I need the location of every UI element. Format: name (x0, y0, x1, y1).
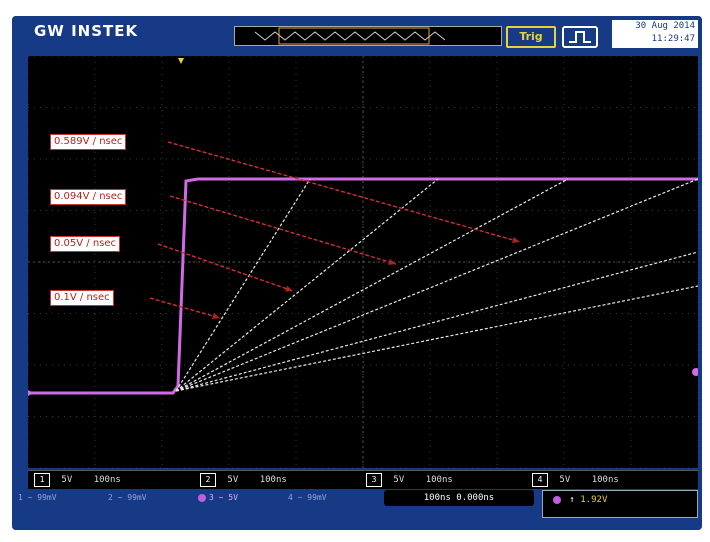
measure-item-3: 3 ~ 5V (198, 492, 238, 504)
measure-item-1: 1 ~ 99mV (18, 493, 57, 502)
trigger-status-badge: Trig (506, 26, 556, 48)
annotation-arrow (167, 141, 521, 243)
slope-line (175, 285, 698, 392)
channel-2-number: 2 (200, 473, 216, 487)
trigger-level-marker (692, 368, 698, 376)
channel-info-row: 1 5V 100ns 2 5V 100ns 3 5V 100ns 4 5V 10… (28, 470, 698, 489)
channel-3-scale: 5V (393, 475, 405, 485)
channel-dot-icon (198, 493, 206, 502)
scope-screen: GW INSTEK Trig 30 Aug 2014 11:29:47 (12, 16, 702, 530)
slope-annotation-4: 0.1V / nsec (50, 290, 114, 306)
annotation-arrowhead (512, 236, 520, 243)
channel-2-scale: 5V (227, 475, 239, 485)
slope-annotation-1: 0.589V / nsec (50, 134, 127, 150)
date-label: 30 Aug 2014 (635, 21, 695, 31)
channel-4-timebase: 100ns (591, 475, 619, 485)
channel-1-scale: 5V (61, 475, 73, 485)
channel-1-number: 1 (34, 473, 50, 487)
channel-2-timebase: 100ns (259, 475, 287, 485)
channel-3-info[interactable]: 3 5V 100ns (366, 473, 453, 487)
trigger-level-value: 1.92V (580, 495, 608, 505)
rising-edge-icon: ↑ (569, 495, 575, 505)
annotation-arrowhead (285, 285, 293, 292)
slope-line (175, 178, 698, 392)
top-status-bar: GW INSTEK Trig 30 Aug 2014 11:29:47 (12, 16, 702, 54)
slope-line (175, 251, 698, 392)
channel-3-number: 3 (366, 473, 382, 487)
horizontal-timebase[interactable]: 100ns 0.000ns (384, 490, 534, 506)
waveform-preview-icon (254, 27, 446, 45)
brand-logo: GW INSTEK (34, 22, 139, 40)
rising-edge-trigger-icon (562, 26, 598, 48)
channel-4-number: 4 (532, 473, 548, 487)
record-window-indicator (234, 26, 502, 46)
channel-4-scale: 5V (559, 475, 571, 485)
channel-4-info[interactable]: 4 5V 100ns (532, 473, 619, 487)
annotation-arrow (169, 195, 397, 265)
annotation-arrow (157, 243, 294, 292)
slope-annotation-2: 0.094V / nsec (50, 189, 127, 205)
waveform-display[interactable]: 0.589V / nsec 0.094V / nsec 0.05V / nsec… (28, 56, 698, 468)
trigger-position-marker (178, 58, 184, 64)
date-time-display: 30 Aug 2014 11:29:47 (612, 20, 698, 48)
measure-item-4: 4 ~ 99mV (288, 493, 327, 502)
slope-annotation-3: 0.05V / nsec (50, 236, 121, 252)
measure-item-3-text: 3 ~ 5V (209, 493, 238, 502)
bottom-status-row: 1 ~ 99mV 2 ~ 99mV 3 ~ 5V 4 ~ 99mV 100ns … (12, 490, 702, 530)
annotation-arrowhead (212, 312, 220, 319)
waveform-graticule (28, 56, 698, 468)
channel-1-timebase: 100ns (93, 475, 121, 485)
annotation-arrowhead (388, 258, 396, 265)
measure-item-2: 2 ~ 99mV (108, 493, 147, 502)
slope-line (175, 178, 311, 392)
trigger-info-box[interactable]: ↑ 1.92V (542, 490, 698, 518)
annotation-arrow (149, 297, 221, 319)
waveform-trace (28, 177, 698, 395)
slope-line (175, 178, 569, 392)
channel-2-info[interactable]: 2 5V 100ns (200, 473, 287, 487)
trigger-source-dot-icon (553, 495, 561, 504)
time-label: 11:29:47 (651, 34, 695, 44)
channel-1-info[interactable]: 1 5V 100ns (34, 473, 121, 487)
slope-line (175, 178, 439, 392)
channel-3-timebase: 100ns (425, 475, 453, 485)
